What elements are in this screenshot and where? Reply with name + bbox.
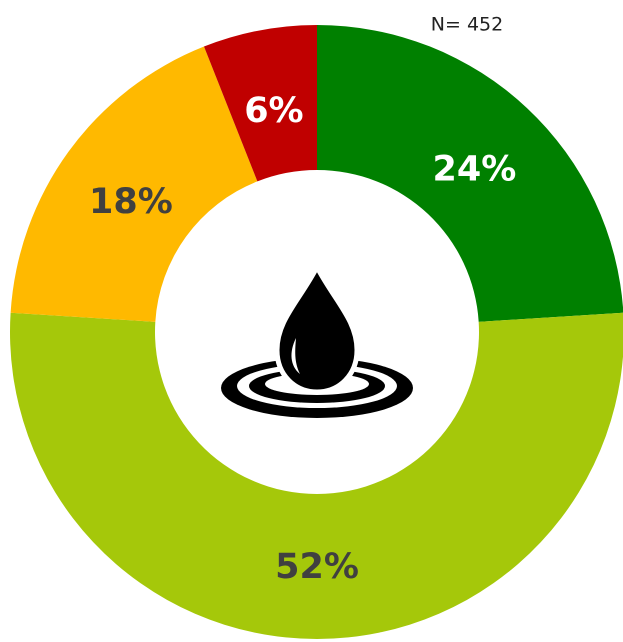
wedge <box>317 25 623 322</box>
wedges <box>10 25 623 639</box>
data-label: 24% <box>433 149 517 189</box>
data-label: 6% <box>244 91 303 131</box>
wedge <box>203 25 317 182</box>
data-label: 18% <box>89 182 173 222</box>
drop-icon <box>221 261 413 418</box>
sample-size: N= 452 <box>431 14 503 36</box>
wedge <box>10 46 258 322</box>
wedge <box>10 312 623 639</box>
data-label: 52% <box>275 547 359 587</box>
